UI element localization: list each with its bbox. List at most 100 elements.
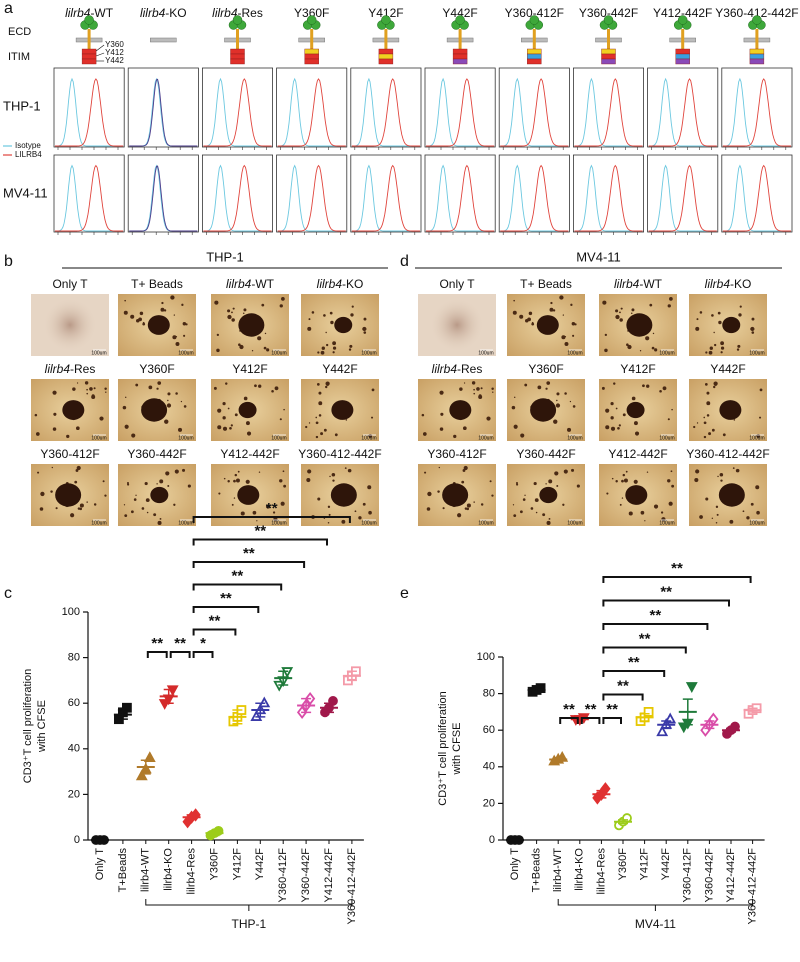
cell-speck xyxy=(237,470,240,473)
cell-speck xyxy=(713,381,718,386)
cell-speck xyxy=(141,507,145,510)
cell-speck xyxy=(254,384,257,388)
cell-speck xyxy=(605,425,610,430)
itim-box xyxy=(452,48,468,55)
error-bar xyxy=(596,789,607,799)
cell-speck xyxy=(720,351,723,354)
cell-speck xyxy=(283,408,285,411)
isotype-curve xyxy=(351,77,420,147)
cell-speck xyxy=(462,426,467,431)
cell-speck xyxy=(104,387,107,391)
ecd-domain xyxy=(232,15,243,25)
label: lilrb4-KO xyxy=(140,6,187,20)
cell-cluster xyxy=(626,401,645,419)
stalk xyxy=(384,29,388,49)
cell-speck xyxy=(173,314,175,316)
itim-box xyxy=(304,53,319,60)
cell-speck xyxy=(519,510,523,514)
cell-speck xyxy=(230,424,233,427)
cell-speck xyxy=(34,413,38,417)
cell-speck xyxy=(640,510,645,515)
significance-bracket xyxy=(192,628,237,636)
ecd-domain xyxy=(677,15,688,25)
cell-speck xyxy=(315,416,318,419)
cell-speck xyxy=(750,326,755,332)
scale-bar-label: 100um xyxy=(567,435,582,441)
cell-cluster xyxy=(626,313,653,337)
cell-speck xyxy=(182,321,187,326)
cell-speck xyxy=(719,473,724,477)
histogram-frame xyxy=(721,154,793,233)
cell-speck xyxy=(136,319,140,323)
stalk xyxy=(532,29,536,49)
cell-speck xyxy=(281,297,285,301)
cell-speck xyxy=(421,413,425,417)
cell-cluster xyxy=(150,486,169,504)
cell-speck xyxy=(708,350,713,355)
cell-speck xyxy=(282,470,285,473)
scale-bar-label: 100um xyxy=(478,435,493,441)
x-tick-label: Y360-412F xyxy=(277,848,289,903)
scale-bar-label: 100um xyxy=(178,350,193,356)
cell-speck xyxy=(172,335,177,340)
cell-speck xyxy=(307,469,312,474)
significance-bracket xyxy=(169,651,191,658)
label: lilrb4-WT xyxy=(65,6,114,20)
cell-speck xyxy=(545,483,547,485)
cell-speck xyxy=(161,301,164,305)
significance-label: * xyxy=(200,635,206,652)
histogram-frame xyxy=(127,67,199,148)
scale-bar-label: 100um xyxy=(749,520,764,526)
cell-speck xyxy=(520,433,525,438)
cell-speck xyxy=(704,382,708,386)
x-tick-label: lilrb4-WT xyxy=(140,848,152,892)
cell-speck xyxy=(233,479,236,483)
lilrb4-curve xyxy=(203,164,272,232)
cell-speck xyxy=(644,520,646,522)
label-text: Y360F xyxy=(139,362,174,376)
histogram-frame xyxy=(721,67,793,148)
cell-speck xyxy=(318,414,322,417)
cell-speck xyxy=(639,350,642,352)
histogram-frame xyxy=(498,154,570,233)
lilrb4-curve xyxy=(500,164,569,232)
cell-speck xyxy=(439,390,444,395)
cell-speck xyxy=(717,311,721,315)
cell-speck xyxy=(40,491,45,497)
ecd-domain xyxy=(529,15,540,25)
x-tick-label: lilrb4-WT xyxy=(552,848,564,892)
cell-speck xyxy=(524,494,526,496)
cell-speck xyxy=(156,387,159,390)
cell-speck xyxy=(308,422,311,424)
histogram-frame xyxy=(498,67,570,148)
ecd-domain xyxy=(306,15,317,25)
cell-speck xyxy=(750,502,754,506)
x-tick-label: Y442F xyxy=(660,848,672,881)
scale-bar-label: 100um xyxy=(749,435,764,441)
cell-speck xyxy=(602,300,607,305)
cell-speck xyxy=(669,297,673,301)
cell-speck xyxy=(93,387,96,390)
isotype-curve xyxy=(648,164,717,232)
cell-speck xyxy=(327,522,330,524)
cell-speck xyxy=(79,503,84,508)
cell-speck xyxy=(576,484,580,488)
significance-label: ** xyxy=(650,607,662,624)
data-point xyxy=(122,702,132,713)
cell-speck xyxy=(621,479,624,483)
panel-letter: b xyxy=(4,253,13,270)
cell-speck xyxy=(157,381,162,385)
cell-speck xyxy=(130,510,134,514)
cell-speck xyxy=(166,403,172,408)
cell-speck xyxy=(473,388,475,391)
label-text: Y412-442F xyxy=(608,447,667,461)
isotype-curve xyxy=(722,77,791,147)
label-text: Y442F xyxy=(442,6,477,20)
cell-speck xyxy=(554,471,559,476)
cell-speck xyxy=(642,384,645,388)
label-italic: lilrb4 xyxy=(705,277,731,291)
x-tick-label: lilrb4-KO xyxy=(574,848,586,891)
y-tick-label: 100 xyxy=(477,651,495,663)
significance-label: ** xyxy=(628,654,640,671)
